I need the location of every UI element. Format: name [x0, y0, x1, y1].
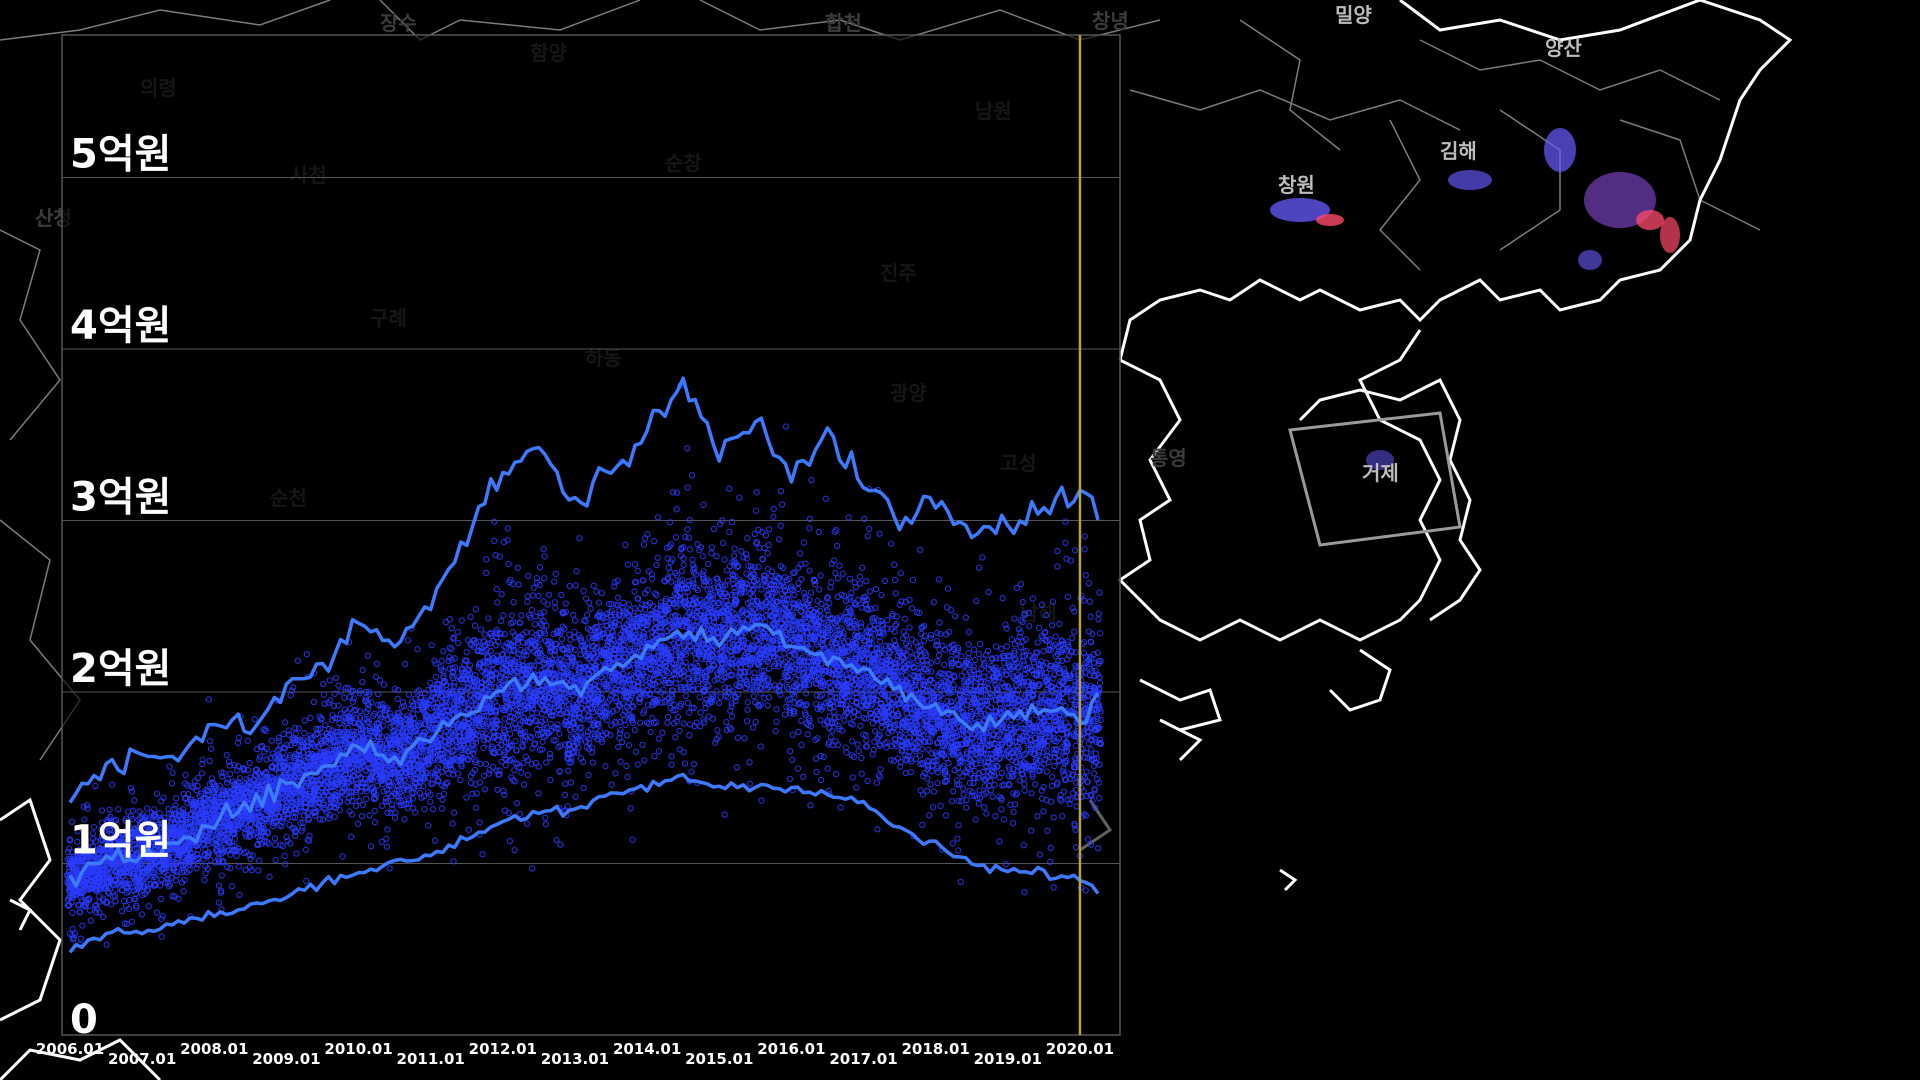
transaction-point — [109, 822, 116, 829]
transaction-point — [83, 899, 90, 907]
transaction-point — [99, 913, 107, 921]
transaction-point — [65, 848, 72, 856]
scatter-points — [63, 382, 1105, 948]
transaction-point — [74, 827, 81, 835]
transaction-point — [81, 880, 89, 888]
transaction-point — [66, 837, 73, 844]
transaction-point — [96, 865, 103, 873]
transaction-point — [89, 830, 97, 837]
transaction-point — [86, 907, 94, 914]
transaction-point — [71, 866, 78, 873]
transaction-point — [78, 890, 85, 897]
map-label-dim: 통영 — [1150, 446, 1187, 470]
transaction-point — [77, 935, 84, 942]
transaction-point — [92, 782, 99, 790]
map-label-city: 밀양 — [1335, 3, 1372, 27]
transaction-point — [90, 823, 98, 831]
transaction-point — [69, 909, 76, 916]
transaction-point — [92, 909, 100, 916]
transaction-point — [106, 827, 113, 834]
chart-panel — [61, 34, 1121, 1036]
transaction-point — [95, 851, 102, 859]
transaction-point — [105, 890, 113, 897]
transaction-point — [96, 898, 103, 905]
map-label-city: 양산 — [1545, 36, 1582, 60]
transaction-point — [95, 854, 102, 861]
transaction-point — [77, 894, 84, 901]
transaction-point — [100, 825, 107, 833]
transaction-point — [70, 934, 77, 941]
transaction-point — [108, 843, 115, 850]
map-selection-box — [1288, 411, 1462, 547]
transaction-point — [101, 884, 108, 891]
transaction-point — [103, 941, 110, 948]
transaction-point — [76, 846, 83, 853]
transaction-point — [100, 880, 107, 887]
transaction-point — [87, 917, 94, 924]
transaction-point — [108, 826, 116, 834]
transaction-point — [79, 888, 86, 896]
transaction-point — [101, 835, 109, 842]
transaction-point — [74, 838, 81, 845]
transaction-point — [81, 816, 88, 823]
transaction-point — [106, 806, 113, 813]
transaction-point — [68, 818, 76, 825]
map-label-dim: 합천 — [825, 11, 862, 35]
transaction-point — [82, 903, 89, 910]
transaction-point — [106, 874, 113, 882]
transaction-point — [96, 909, 103, 916]
map-hotspots — [1270, 128, 1680, 470]
map-label-city: 김해 — [1440, 139, 1477, 163]
transaction-point — [72, 862, 79, 870]
map-label-city: 창원 — [1278, 173, 1315, 197]
transaction-point — [108, 781, 116, 788]
transaction-point — [76, 908, 84, 916]
transaction-point — [84, 805, 91, 812]
map-label-dim: 창녕 — [1092, 9, 1129, 33]
map-label-city: 거제 — [1362, 461, 1399, 485]
transaction-point — [93, 902, 100, 909]
transaction-point — [65, 864, 73, 871]
transaction-point — [83, 802, 91, 809]
transaction-point — [64, 896, 72, 903]
transaction-point — [64, 879, 71, 886]
transaction-point — [78, 896, 86, 904]
transaction-point — [79, 922, 86, 929]
transaction-point — [98, 807, 106, 814]
transaction-point — [82, 884, 90, 892]
transaction-point — [71, 930, 79, 937]
map-label-dim: 장수 — [380, 11, 417, 35]
transaction-point — [107, 901, 115, 908]
transaction-point — [65, 845, 73, 852]
transaction-point — [84, 896, 92, 903]
transaction-point — [96, 844, 104, 852]
transaction-point — [90, 885, 97, 892]
transaction-point — [90, 847, 97, 854]
transaction-point — [76, 901, 83, 909]
transaction-point — [107, 813, 114, 821]
transaction-point — [106, 848, 113, 856]
transaction-point — [92, 885, 99, 893]
